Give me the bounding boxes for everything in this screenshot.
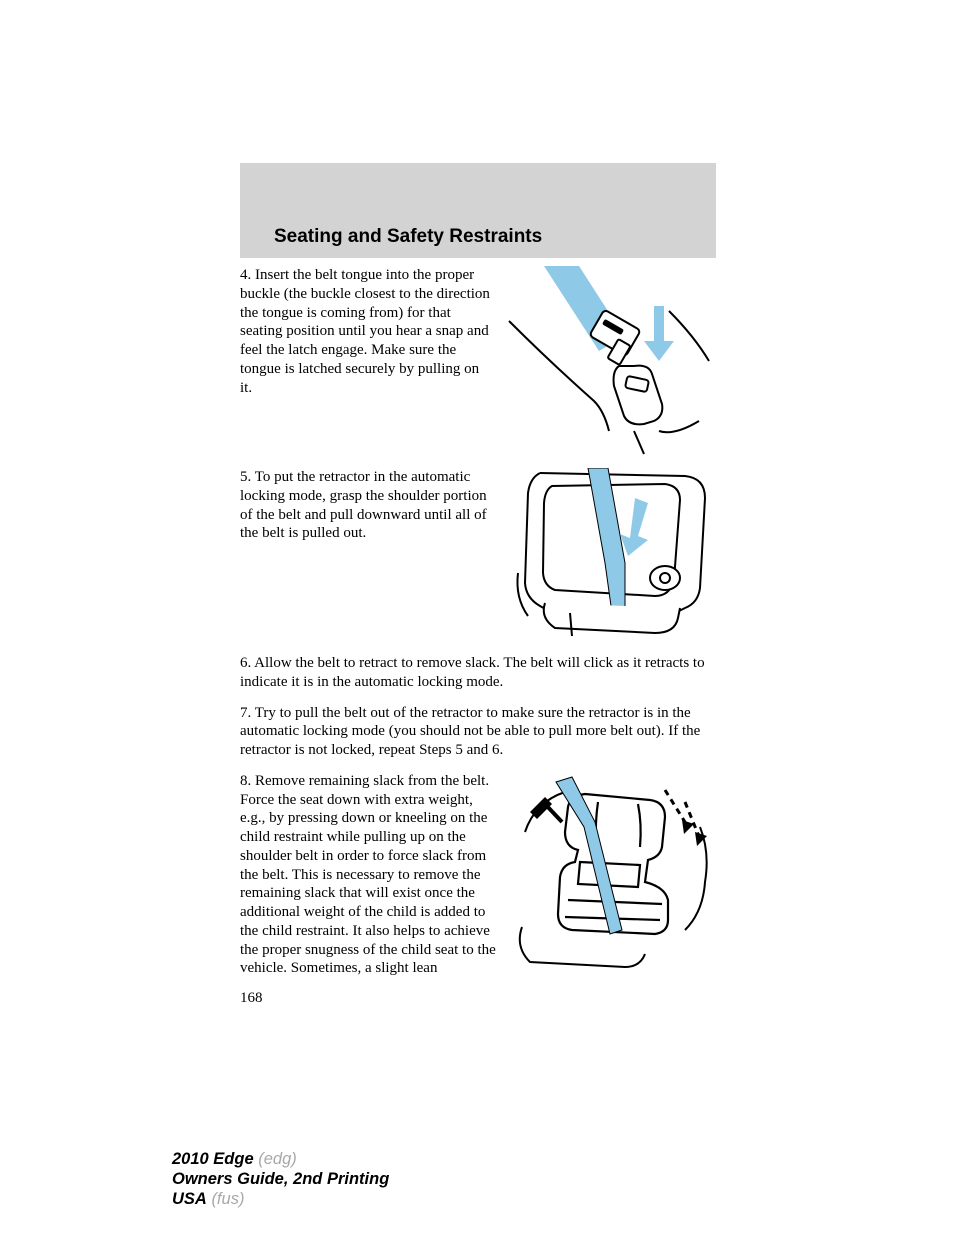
step-7: 7. Try to pull the belt out of the retra…	[240, 704, 716, 760]
footer-region: USA	[172, 1190, 207, 1208]
step-8-illustration	[510, 772, 715, 972]
footer-line-2: Owners Guide, 2nd Printing	[172, 1169, 389, 1189]
footer-model: 2010 Edge	[172, 1150, 254, 1168]
footer-region-code: (fus)	[211, 1190, 244, 1208]
footer-model-code: (edg)	[258, 1150, 297, 1168]
footer-guide: Owners Guide, 2nd Printing	[172, 1170, 389, 1188]
footer-line-3: USA (fus)	[172, 1189, 389, 1209]
section-header: Seating and Safety Restraints	[240, 163, 716, 258]
footer-line-1: 2010 Edge (edg)	[172, 1149, 389, 1169]
step-6: 6. Allow the belt to retract to remove s…	[240, 654, 716, 692]
step-8: 8. Remove remaining slack from the belt.…	[240, 772, 716, 978]
step-5-text: 5. To put the retractor in the automatic…	[240, 468, 500, 640]
footer: 2010 Edge (edg) Owners Guide, 2nd Printi…	[172, 1149, 389, 1209]
step-5: 5. To put the retractor in the automatic…	[240, 468, 716, 640]
step-8-text: 8. Remove remaining slack from the belt.…	[240, 772, 500, 978]
step-7-text: 7. Try to pull the belt out of the retra…	[240, 704, 716, 760]
page-content: 4. Insert the belt tongue into the prope…	[240, 266, 716, 1007]
step-5-illustration	[510, 468, 715, 640]
step-4-illustration	[504, 266, 714, 456]
step-6-text: 6. Allow the belt to retract to remove s…	[240, 654, 716, 692]
section-title: Seating and Safety Restraints	[274, 226, 542, 248]
step-4: 4. Insert the belt tongue into the prope…	[240, 266, 716, 456]
step-4-text: 4. Insert the belt tongue into the prope…	[240, 266, 494, 456]
page-number: 168	[240, 990, 716, 1007]
